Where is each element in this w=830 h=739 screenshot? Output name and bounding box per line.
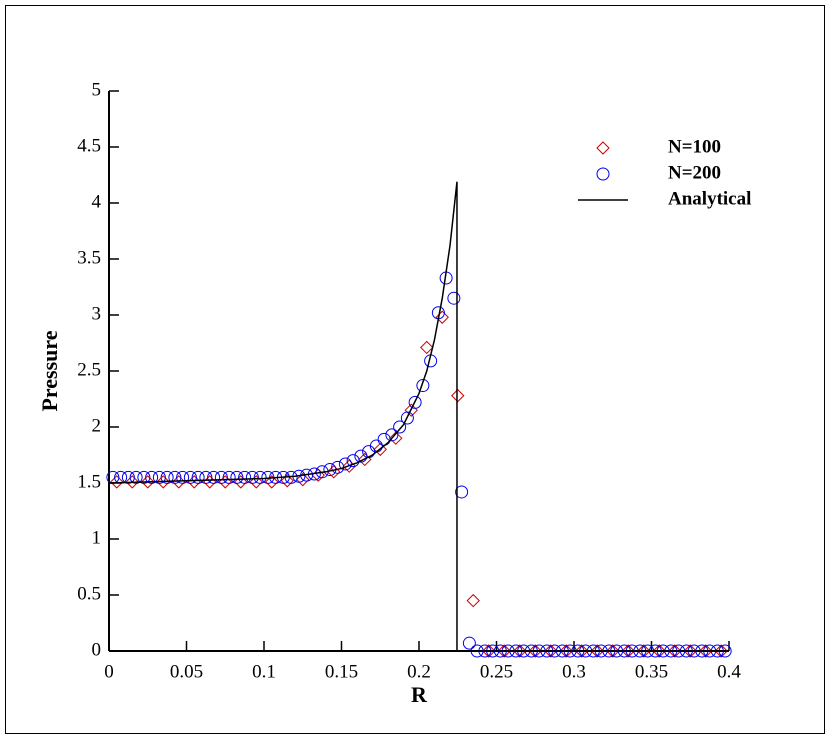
circle-marker xyxy=(354,449,368,463)
y-axis-label: Pressure xyxy=(37,330,62,411)
diamond-marker xyxy=(451,388,465,403)
diamond-marker xyxy=(699,644,713,658)
x-tick-label: 0.35 xyxy=(635,661,668,682)
circle-marker xyxy=(152,470,166,484)
circle-marker xyxy=(238,470,252,484)
y-tick-label: 1.5 xyxy=(77,471,101,492)
circle-marker xyxy=(338,457,352,471)
circle-marker xyxy=(176,470,190,484)
diamond-marker xyxy=(466,593,480,608)
circle-marker xyxy=(145,470,159,484)
circle-marker xyxy=(199,470,213,484)
diamond-marker xyxy=(435,310,449,324)
diamond-marker xyxy=(513,644,527,658)
diamond-marker xyxy=(528,644,542,658)
diamond-marker xyxy=(606,644,620,658)
circle-marker xyxy=(207,470,221,484)
y-tick-label: 0.5 xyxy=(77,583,101,604)
y-tick-label: 1 xyxy=(92,527,102,548)
x-axis-label: R xyxy=(411,682,428,707)
x-tick-label: 0.3 xyxy=(562,661,586,682)
y-tick-label: 3.5 xyxy=(77,247,101,268)
diamond-marker xyxy=(125,475,139,489)
x-tick-label: 0.4 xyxy=(717,661,741,682)
x-tick-label: 0.2 xyxy=(407,661,431,682)
diamond-marker xyxy=(544,644,558,658)
diamond-marker xyxy=(280,474,294,488)
diamond-marker xyxy=(482,644,496,658)
diamond-marker xyxy=(575,644,589,658)
diamond-marker xyxy=(420,340,434,355)
y-tick-label: 5 xyxy=(92,79,102,100)
circle-marker xyxy=(369,439,383,453)
circle-marker xyxy=(114,470,128,484)
circle-marker xyxy=(447,291,461,305)
diamond-marker xyxy=(311,468,325,482)
circle-marker xyxy=(183,470,197,484)
circle-marker xyxy=(129,470,143,484)
y-tick-label: 2.5 xyxy=(77,359,101,380)
diamond-marker xyxy=(249,475,263,489)
legend-label: Analytical xyxy=(668,188,751,209)
diamond-marker xyxy=(296,472,310,487)
diamond-marker xyxy=(559,644,573,658)
diamond-marker xyxy=(637,644,651,658)
circle-marker xyxy=(408,395,422,409)
circle-marker xyxy=(253,470,267,484)
diamond-marker xyxy=(156,475,170,489)
legend-marker xyxy=(596,167,610,181)
y-tick-label: 3 xyxy=(92,303,102,324)
diamond-marker xyxy=(683,644,697,658)
diamond-marker xyxy=(714,644,728,658)
frame xyxy=(5,5,825,734)
circle-marker xyxy=(346,454,360,468)
diamond-marker xyxy=(590,644,604,658)
diamond-marker xyxy=(621,644,635,658)
circle-marker xyxy=(222,470,236,484)
diamond-marker xyxy=(497,644,511,658)
legend-label: N=100 xyxy=(668,136,721,157)
diamond-marker xyxy=(373,442,387,457)
diamond-marker xyxy=(265,475,279,489)
circle-marker xyxy=(230,470,244,484)
y-tick-label: 4.5 xyxy=(77,135,101,156)
analytical-line xyxy=(108,181,729,652)
diamond-marker xyxy=(389,431,403,445)
legend-label: N=200 xyxy=(668,162,721,183)
x-tick-label: 0 xyxy=(104,661,114,682)
circle-marker xyxy=(331,460,345,474)
diamond-marker xyxy=(141,475,155,489)
diamond-marker xyxy=(668,644,682,658)
circle-marker xyxy=(214,470,228,484)
circle-marker xyxy=(191,470,205,484)
circle-marker xyxy=(385,428,399,442)
diamond-marker xyxy=(110,475,124,489)
circle-marker xyxy=(400,411,414,425)
x-tick-label: 0.05 xyxy=(170,661,203,682)
circle-marker xyxy=(168,470,182,484)
x-tick-label: 0.15 xyxy=(325,661,358,682)
legend-marker xyxy=(596,141,610,155)
x-tick-label: 0.1 xyxy=(252,661,276,682)
circle-marker xyxy=(455,485,469,499)
y-tick-label: 0 xyxy=(92,639,102,660)
diamond-marker xyxy=(172,475,186,489)
x-tick-label: 0.25 xyxy=(480,661,513,682)
circle-marker xyxy=(245,470,259,484)
circle-marker xyxy=(121,470,135,484)
circle-marker xyxy=(160,470,174,484)
circle-marker xyxy=(393,420,407,434)
circle-marker xyxy=(137,470,151,484)
y-tick-label: 2 xyxy=(92,415,102,436)
circle-marker xyxy=(416,379,430,393)
y-tick-label: 4 xyxy=(92,191,102,212)
diamond-marker xyxy=(652,644,666,658)
circle-marker xyxy=(462,636,476,650)
